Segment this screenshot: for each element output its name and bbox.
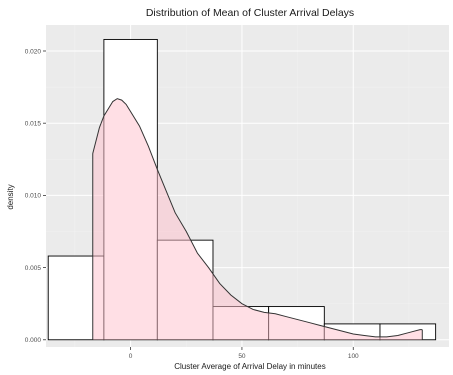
y-axis-title: density [6,184,15,209]
y-tick-label: 0.000 [25,337,42,344]
density-line [92,98,423,338]
x-tick-label: 0 [129,353,133,360]
y-tick-label: 0.010 [25,193,42,200]
x-axis: 0 50 100 [129,347,359,360]
y-axis: 0.000 0.005 0.010 0.015 0.020 [25,48,46,344]
density-layer [92,98,423,340]
x-tick-label: 50 [238,353,246,360]
x-axis-title: Cluster Average of Arrival Delay in minu… [174,362,325,371]
y-tick-label: 0.005 [25,265,42,272]
chart-title: Distribution of Mean of Cluster Arrival … [146,7,354,19]
density-area [92,98,423,340]
x-tick-label: 100 [348,353,359,360]
y-tick-label: 0.020 [25,48,42,55]
y-tick-label: 0.015 [25,120,42,127]
